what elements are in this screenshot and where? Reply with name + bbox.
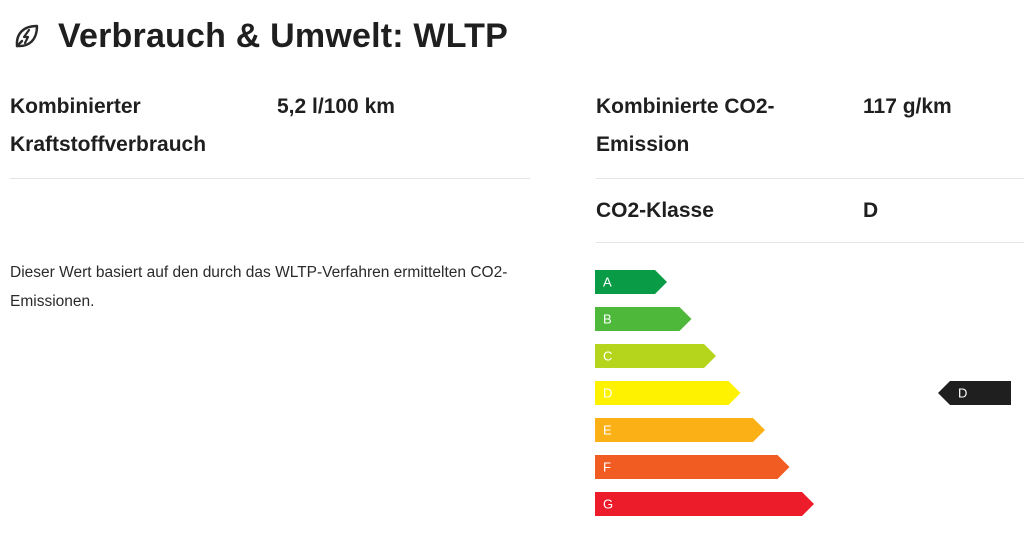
page-title: Verbrauch & Umwelt: WLTP — [58, 16, 509, 55]
spec-row-fuel-consumption: Kombinierter Kraftstoffverbrauch 5,2 l/1… — [10, 88, 530, 179]
fuel-consumption-label: Kombinierter Kraftstoffverbrauch — [10, 95, 207, 156]
efficiency-bar-b — [595, 307, 692, 331]
efficiency-bar-g — [595, 492, 814, 516]
efficiency-label-c: C — [603, 349, 612, 364]
spec-row-co2-class: CO2-Klasse D — [596, 192, 1024, 243]
efficiency-label-g: G — [603, 497, 613, 512]
spec-row-co2-emission: Kombinierte CO2-Emission 117 g/km — [596, 88, 1024, 179]
leaf-bolt-icon — [12, 21, 42, 51]
efficiency-label-e: E — [603, 423, 612, 438]
fuel-consumption-value: 5,2 l/100 km — [277, 95, 395, 118]
co2-emission-value: 117 g/km — [863, 95, 952, 118]
efficiency-bar-e — [595, 418, 765, 442]
efficiency-label-a: A — [603, 275, 612, 290]
current-class-marker-label: D — [958, 386, 967, 401]
efficiency-label-d: D — [603, 386, 612, 401]
efficiency-bar-d — [595, 381, 741, 405]
efficiency-bar-f — [595, 455, 790, 479]
efficiency-bar-a — [595, 270, 667, 294]
co2-efficiency-chart: A B C D E F G D — [595, 270, 1011, 516]
wltp-note: Dieser Wert basiert auf den durch das WL… — [10, 264, 508, 310]
section-header: Verbrauch & Umwelt: WLTP — [12, 12, 508, 60]
co2-class-label: CO2-Klasse — [596, 199, 714, 222]
current-class-marker — [938, 381, 1011, 405]
co2-emission-label: Kombinierte CO2-Emission — [596, 95, 775, 156]
co2-class-value: D — [863, 199, 879, 222]
efficiency-label-f: F — [603, 460, 611, 475]
efficiency-bar-c — [595, 344, 716, 368]
efficiency-label-b: B — [603, 312, 612, 327]
